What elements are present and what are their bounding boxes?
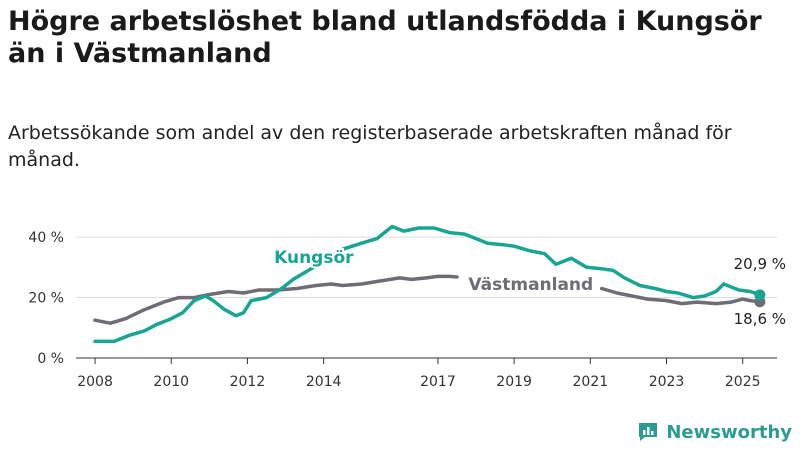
- brand-logo: Newsworthy: [636, 420, 792, 444]
- x-tick-label: 2021: [573, 374, 609, 390]
- newsworthy-icon: [639, 423, 658, 441]
- x-tick-label: 2010: [153, 374, 189, 390]
- x-tick-label: 2012: [230, 374, 266, 390]
- x-tick-label: 2025: [725, 374, 761, 390]
- x-tick-label: 2014: [306, 374, 342, 390]
- end-value-label-vastmanland: 18,6 %: [734, 310, 786, 328]
- x-tick-label: 2023: [649, 374, 685, 390]
- x-tick-label: 2008: [77, 374, 113, 390]
- chart-subtitle: Arbetssökande som andel av den registerb…: [8, 122, 732, 171]
- chart-title: Högre arbetslöshet bland utlandsfödda i …: [8, 6, 762, 69]
- end-value-label-kungsor: 20,9 %: [734, 255, 786, 273]
- y-tick-label: 0 %: [37, 351, 64, 367]
- series-label-vastmanland: Västmanland: [468, 275, 593, 295]
- series-line-vastmanland: [599, 286, 762, 306]
- x-tick-label: 2019: [496, 374, 532, 390]
- series-label-kungsor: Kungsör: [274, 248, 354, 268]
- series-line-kungsor: [93, 224, 762, 344]
- series-line-vastmanland: [93, 274, 459, 325]
- y-tick-label: 40 %: [28, 230, 64, 246]
- x-tick-label: 2017: [420, 374, 456, 390]
- y-tick-label: 20 %: [28, 291, 64, 307]
- series-end-point-kungsor: [754, 289, 766, 301]
- brand-name: Newsworthy: [666, 421, 792, 443]
